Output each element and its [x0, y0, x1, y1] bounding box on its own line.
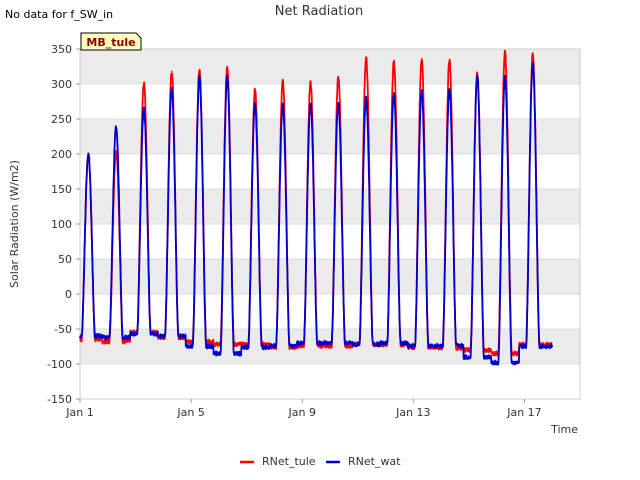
peak-point-RNet_wat [448, 88, 451, 90]
peak-point-RNet_wat [365, 97, 367, 99]
peak-point-RNet_wat [504, 76, 506, 78]
peak-point-RNet_tule [337, 76, 340, 78]
plot-band [80, 119, 580, 154]
peak-point-RNet_tule [254, 88, 256, 91]
peak-point-RNet_wat [393, 92, 395, 94]
y-tick-label: 50 [58, 253, 72, 266]
peak-point-RNet_wat [476, 74, 479, 77]
x-tick-label: Jan 17 [506, 406, 541, 419]
peak-point-RNet_tule [420, 58, 423, 60]
peak-point-RNet_tule [198, 69, 201, 71]
y-tick-label: 300 [51, 78, 72, 91]
y-tick-label: 100 [51, 218, 72, 231]
peak-point-RNet_tule [448, 58, 451, 61]
peak-point-RNet_wat [420, 90, 423, 92]
x-tick-label: Jan 1 [65, 406, 93, 419]
peak-point-RNet_tule [531, 53, 534, 55]
peak-point-RNet_tule [170, 70, 173, 73]
x-axis-label: Time [550, 423, 578, 436]
series-line-RNet_wat [79, 62, 554, 366]
peak-point-RNet_wat [281, 104, 284, 106]
peak-point-RNet_wat [254, 104, 256, 106]
peak-point-RNet_wat [170, 88, 173, 90]
legend-label-tule: RNet_tule [262, 455, 316, 468]
y-tick-label: -50 [54, 323, 72, 336]
peak-point-RNet_tule [281, 79, 284, 82]
plot-band [80, 259, 580, 294]
site-label-box: MB_tule [80, 32, 142, 51]
y-tick-label: 350 [51, 43, 72, 56]
y-tick-label: 0 [65, 288, 72, 301]
peak-point-RNet_wat [337, 102, 340, 105]
y-tick-label: 200 [51, 148, 72, 161]
x-tick-label: Jan 13 [395, 406, 430, 419]
peak-point-RNet_tule [309, 81, 312, 83]
plot-band [80, 49, 580, 84]
y-tick-label: 250 [51, 113, 72, 126]
chart-title: Net Radiation [275, 4, 363, 19]
peak-point-RNet_wat [198, 76, 201, 78]
legend-label-wat: RNet_wat [348, 455, 401, 468]
y-tick-label: -100 [47, 358, 72, 371]
peak-point-RNet_tule [226, 65, 229, 68]
x-tick-label: Jan 9 [287, 406, 315, 419]
peak-point-RNet_tule [504, 51, 506, 54]
no-data-note: No data for f_SW_in [5, 8, 114, 21]
peak-point-RNet_wat [309, 102, 312, 105]
y-axis-label: Solar Radiation (W/m2) [8, 160, 21, 288]
legend: RNet_tule RNet_wat [240, 455, 401, 468]
peak-point-RNet_wat [87, 153, 90, 155]
peak-point-RNet_wat [531, 62, 534, 64]
site-label: MB_tule [86, 36, 135, 49]
peak-point-RNet_tule [143, 81, 145, 84]
peak-point-RNet_wat [226, 76, 229, 78]
peak-point-RNet_tule [476, 72, 479, 75]
peak-point-RNet_tule [115, 149, 117, 152]
peak-point-RNet_wat [143, 107, 145, 110]
plot-band [80, 189, 580, 224]
peak-point-RNet_tule [393, 60, 395, 62]
y-tick-label: 150 [51, 183, 72, 196]
peak-point-RNet_wat [115, 126, 117, 129]
peak-point-RNet_tule [365, 57, 367, 59]
y-tick-label: -150 [47, 393, 72, 406]
x-tick-label: Jan 5 [176, 406, 204, 419]
